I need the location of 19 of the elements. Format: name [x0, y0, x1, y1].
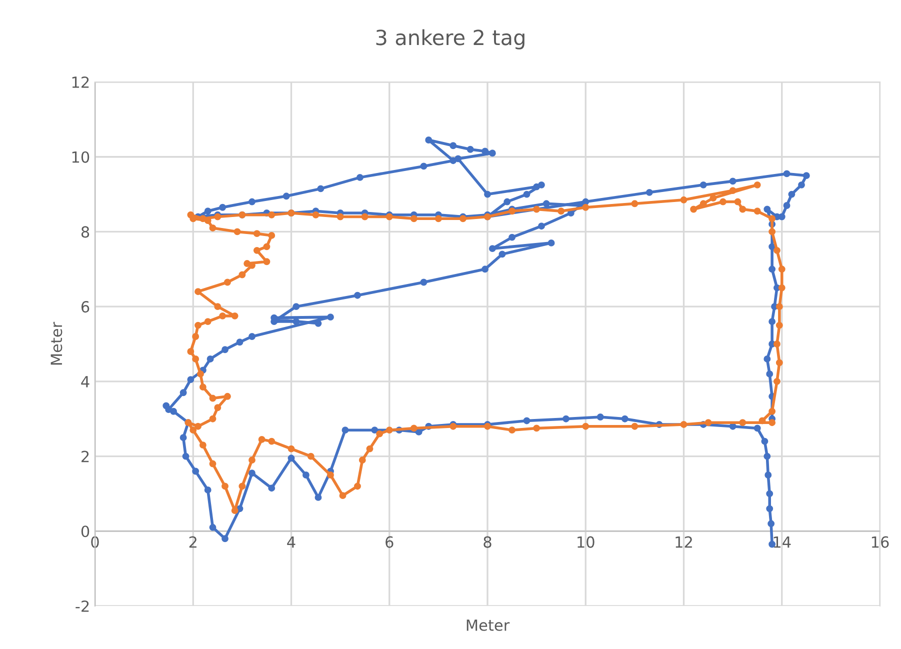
- y-tick-label: 2: [82, 450, 89, 462]
- y-tick-label: 0: [81, 526, 90, 538]
- x-tick-label: 10: [578, 536, 594, 548]
- y-tick-label: -2: [76, 600, 89, 612]
- chart-title: 3 ankere 2 tag: [376, 29, 524, 50]
- y-tick-label: 10: [72, 151, 90, 163]
- x-tick-label: 2: [189, 536, 196, 548]
- y-tick-label: 8: [81, 226, 90, 238]
- y-tick-label: 6: [81, 301, 90, 313]
- x-tick-label: 12: [676, 536, 692, 548]
- x-tick-label: 6: [386, 536, 394, 548]
- x-tick-label: 14: [774, 536, 791, 548]
- x-tick-label: 8: [484, 536, 492, 548]
- x-tick-label: 16: [872, 536, 889, 548]
- y-tick-label: 12: [72, 76, 89, 88]
- x-tick-label: 4: [287, 536, 296, 548]
- x-axis-title: Meter: [466, 620, 510, 631]
- y-axis-title: Meter: [50, 322, 62, 365]
- y-tick-label: 4: [81, 376, 90, 388]
